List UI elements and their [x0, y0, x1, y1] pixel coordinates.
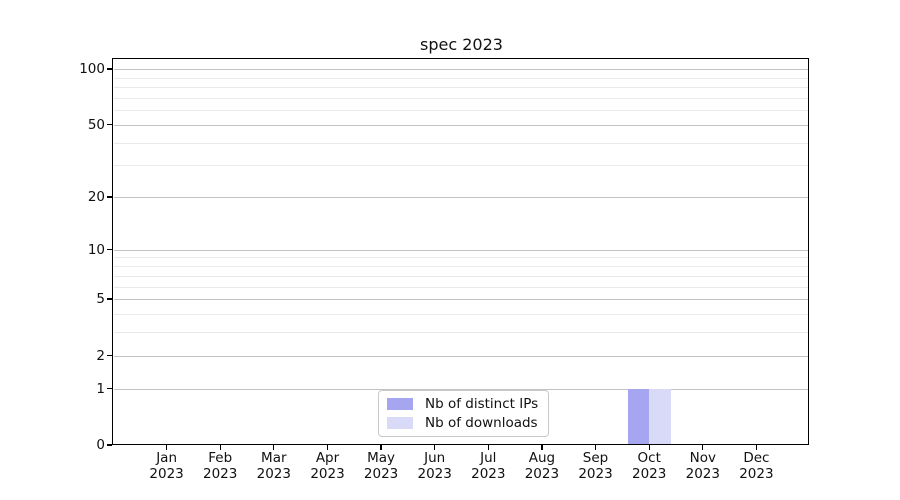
- gridline-minor: [114, 286, 808, 288]
- y-tick-label: 50: [87, 116, 105, 133]
- gridline-major: [114, 249, 808, 251]
- x-tick-label: Jun 2023: [417, 450, 452, 482]
- x-tick-label: Mar 2023: [256, 450, 291, 482]
- x-tick: [165, 445, 168, 450]
- x-tick-label: May 2023: [363, 450, 399, 482]
- gridline-major: [114, 388, 808, 390]
- y-tick: [107, 387, 112, 390]
- legend-item-downloads: Nb of downloads: [387, 415, 538, 431]
- bar-downloads-oct-2023: [649, 388, 671, 445]
- x-tick: [273, 445, 275, 450]
- gridline-minor: [114, 142, 808, 144]
- gridline-minor: [114, 275, 808, 277]
- x-tick-label: Sep 2023: [578, 450, 613, 482]
- y-tick-label: 1: [96, 380, 105, 397]
- gridline-minor: [114, 77, 808, 79]
- gridline-minor: [114, 266, 808, 267]
- gridline-minor: [114, 97, 808, 99]
- bar-distinct-ips-oct-2023: [627, 388, 650, 445]
- y-tick-label: 100: [79, 61, 105, 77]
- x-tick: [594, 445, 597, 450]
- y-tick: [107, 248, 112, 251]
- x-tick: [755, 445, 758, 450]
- x-tick: [380, 445, 382, 450]
- x-tick-label: Feb 2023: [203, 450, 238, 482]
- x-tick: [326, 445, 329, 450]
- chart-title: spec 2023: [420, 35, 503, 54]
- y-tick: [107, 124, 112, 126]
- x-tick-label: Nov 2023: [685, 450, 720, 482]
- x-tick-label: Dec 2023: [739, 450, 774, 482]
- gridline-minor: [114, 257, 808, 259]
- y-tick: [107, 444, 112, 446]
- legend: Nb of distinct IPs Nb of downloads: [378, 390, 550, 437]
- legend-label-distinct-ips: Nb of distinct IPs: [425, 396, 539, 412]
- x-tick-label: Aug 2023: [524, 450, 560, 482]
- x-tick: [648, 445, 650, 450]
- x-tick: [219, 445, 221, 450]
- x-tick-label: Jan 2023: [149, 450, 184, 482]
- x-tick: [702, 445, 704, 450]
- x-tick-label: Jul 2023: [471, 450, 506, 482]
- y-tick-label: 2: [96, 347, 105, 364]
- gridline-minor: [114, 165, 808, 167]
- y-tick: [107, 68, 112, 70]
- gridline-major: [114, 124, 808, 126]
- legend-item-distinct-ips: Nb of distinct IPs: [387, 396, 538, 412]
- y-tick: [107, 354, 112, 357]
- y-tick-label: 5: [96, 291, 105, 307]
- y-tick: [107, 196, 112, 198]
- y-tick-label: 0: [96, 437, 105, 453]
- y-tick-label: 10: [87, 241, 105, 258]
- gridline-major: [114, 355, 808, 357]
- x-tick-label: Apr 2023: [310, 450, 345, 482]
- gridline-minor: [114, 332, 808, 334]
- y-tick-label: 20: [87, 189, 105, 205]
- y-tick: [107, 298, 112, 300]
- gridline-major: [114, 69, 808, 70]
- x-tick: [487, 445, 489, 450]
- gridline-minor: [114, 87, 808, 88]
- legend-swatch-distinct-ips: [387, 398, 413, 410]
- gridline-major: [114, 299, 808, 300]
- gridline-minor: [114, 110, 808, 112]
- legend-label-downloads: Nb of downloads: [425, 415, 538, 431]
- x-tick: [541, 445, 543, 450]
- gridline-major: [114, 197, 808, 198]
- x-tick-label: Oct 2023: [632, 450, 667, 482]
- legend-swatch-downloads: [387, 417, 413, 429]
- x-tick: [434, 445, 436, 450]
- gridline-minor: [114, 313, 808, 315]
